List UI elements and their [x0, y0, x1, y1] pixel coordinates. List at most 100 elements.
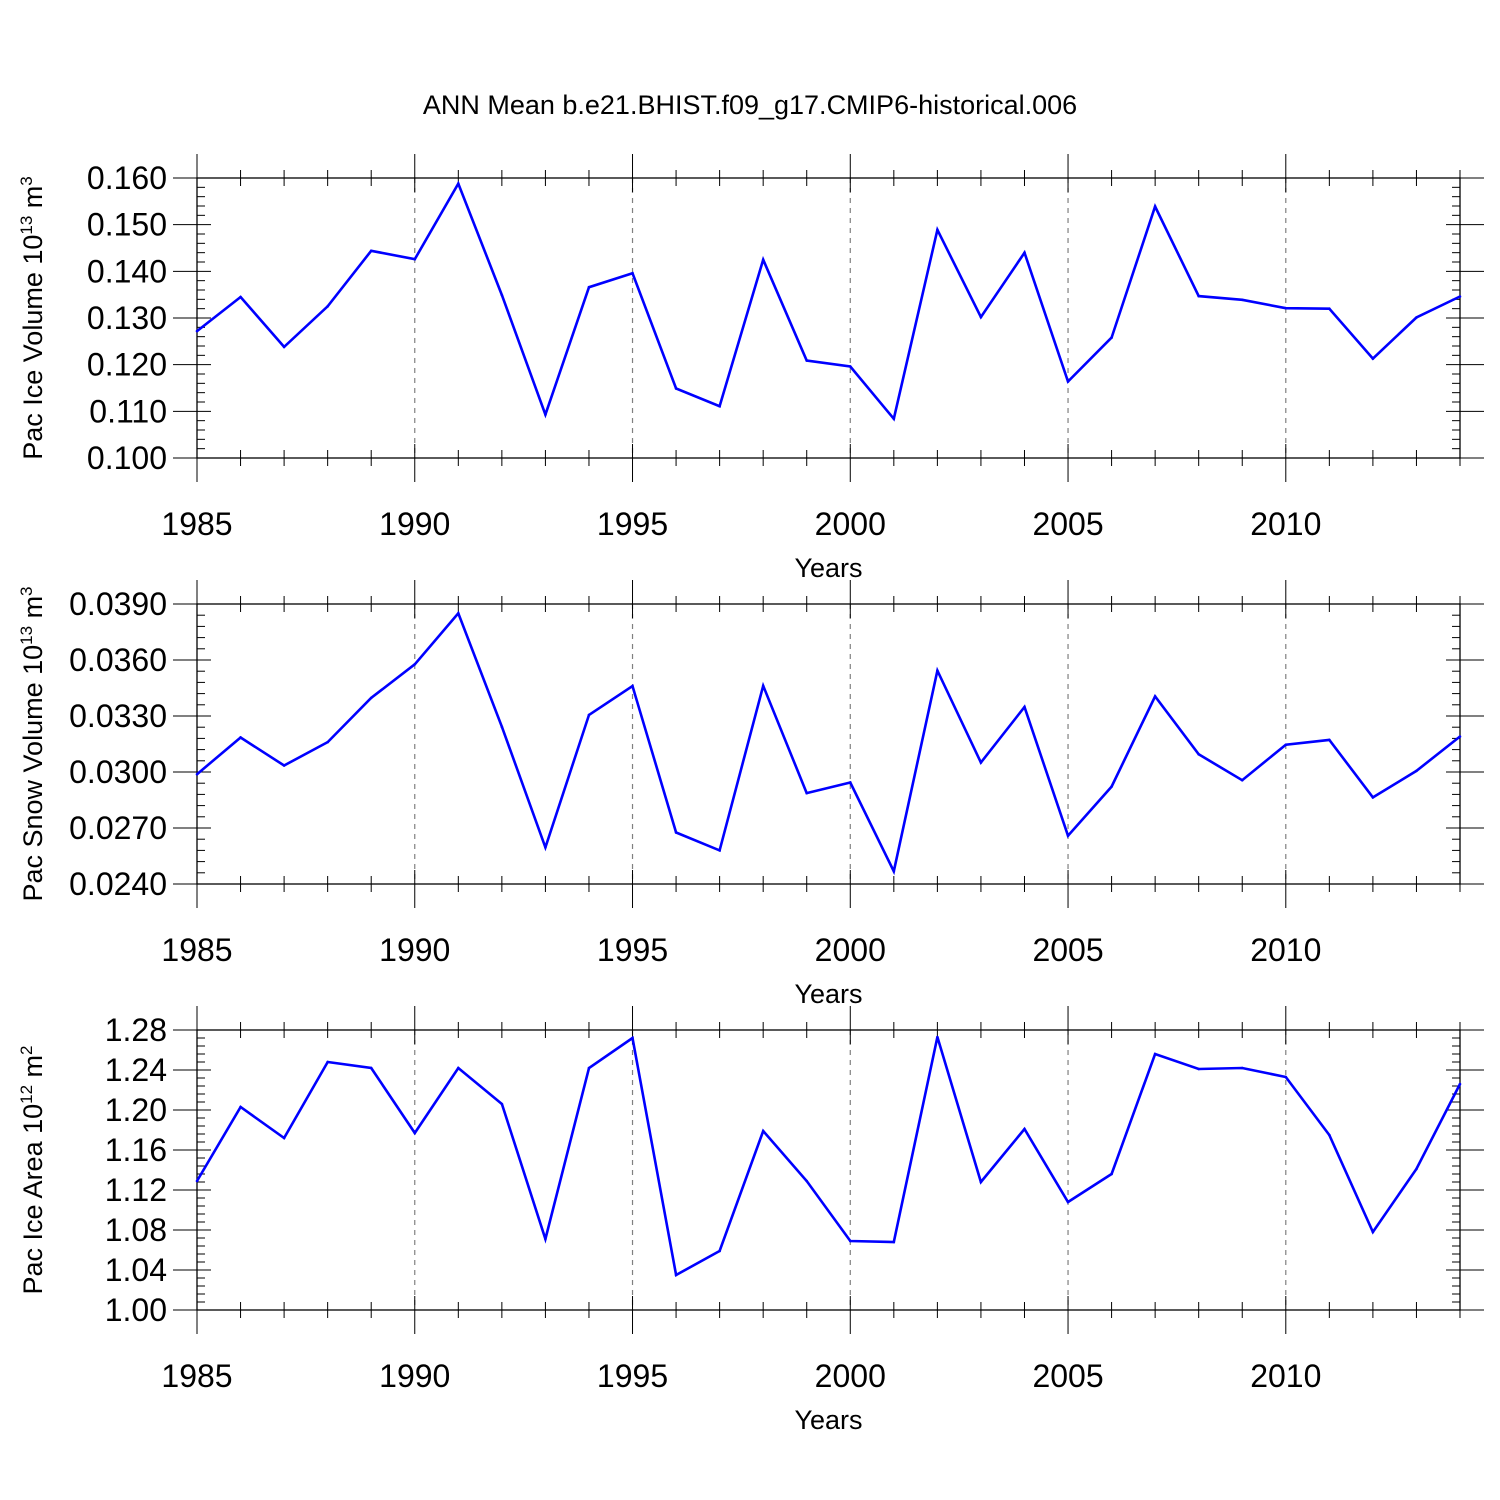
- data-point: [979, 761, 983, 764]
- data-point: [1110, 336, 1113, 339]
- data-point: [631, 271, 634, 275]
- data-point: [631, 684, 634, 688]
- data-point: [674, 1273, 678, 1277]
- figure-title: ANN Mean b.e21.BHIST.f09_g17.CMIP6-histo…: [423, 90, 1077, 120]
- data-point: [544, 846, 547, 849]
- x-tick-label: 2005: [1032, 1358, 1103, 1394]
- data-point: [369, 1066, 373, 1070]
- data-point: [1415, 1167, 1418, 1171]
- data-point: [718, 1249, 721, 1253]
- data-point: [1371, 796, 1375, 799]
- data-point: [1458, 1082, 1462, 1086]
- x-tick-label: 2010: [1250, 1358, 1321, 1394]
- data-point: [1110, 1172, 1113, 1176]
- data-point: [457, 612, 460, 615]
- y-tick-label: 0.120: [87, 347, 167, 383]
- y-tick-label: 0.0390: [69, 586, 167, 622]
- data-point: [761, 684, 765, 688]
- data-point: [369, 249, 373, 253]
- data-point: [1153, 205, 1157, 208]
- data-point: [1023, 705, 1026, 709]
- y-tick-label: 1.24: [105, 1052, 167, 1088]
- data-point: [1284, 743, 1288, 747]
- data-point: [1240, 298, 1244, 302]
- data-point: [239, 295, 242, 299]
- y-tick-label: 0.160: [87, 160, 167, 196]
- data-point: [500, 725, 504, 729]
- data-point: [979, 1180, 983, 1184]
- y-tick-label: 0.130: [87, 300, 167, 336]
- x-tick-label: 1995: [597, 506, 668, 542]
- y-axis-label: Pac Ice Volume 1013 m3: [17, 176, 48, 460]
- data-point: [1066, 1200, 1070, 1204]
- data-point: [282, 1136, 286, 1140]
- data-point: [1458, 295, 1462, 298]
- data-point: [1240, 1066, 1244, 1070]
- data-point: [631, 1036, 634, 1040]
- data-point: [587, 285, 591, 289]
- data-point: [848, 365, 852, 368]
- data-point: [413, 257, 417, 261]
- data-point: [718, 404, 721, 408]
- data-point: [1066, 834, 1070, 837]
- data-point: [936, 669, 939, 672]
- y-tick-label: 0.0360: [69, 642, 167, 678]
- y-tick-label: 0.0330: [69, 698, 167, 734]
- data-point: [892, 870, 896, 873]
- data-point: [544, 413, 547, 416]
- x-tick-label: 1985: [161, 506, 232, 542]
- data-point: [1284, 306, 1288, 310]
- data-point: [718, 849, 721, 852]
- data-point: [848, 1239, 852, 1243]
- x-tick-label: 2000: [815, 932, 886, 968]
- y-tick-label: 0.0300: [69, 754, 167, 790]
- data-point: [1110, 785, 1113, 788]
- data-point: [805, 359, 809, 362]
- data-point: [413, 662, 417, 666]
- data-point: [761, 258, 765, 261]
- data-point: [1415, 769, 1418, 773]
- data-point: [936, 228, 939, 232]
- x-tick-label: 1990: [379, 506, 450, 542]
- data-point: [892, 417, 896, 421]
- y-tick-label: 1.12: [105, 1172, 167, 1208]
- y-tick-label: 0.110: [89, 393, 167, 429]
- x-tick-label: 2000: [815, 506, 886, 542]
- data-point: [457, 182, 460, 185]
- y-axis-label: Pac Ice Area 1012 m2: [17, 1045, 48, 1294]
- y-tick-label: 1.28: [105, 1012, 167, 1048]
- data-point: [1328, 738, 1331, 742]
- y-tick-label: 0.100: [87, 440, 167, 476]
- panel-1: 0.100 0.110 0.120 0.130 0.140 0.150 0.160 1985 1…: [17, 154, 1484, 583]
- x-tick-label: 1995: [597, 1358, 668, 1394]
- x-tick-label: 2010: [1250, 506, 1321, 542]
- series-line: [195, 1035, 1462, 1278]
- data-point: [1371, 357, 1375, 360]
- data-point: [544, 1237, 547, 1241]
- panel-3: 1.00 1.04 1.08 1.12 1.16 1.20 1.24 1.28 1985 1990…: [17, 1006, 1484, 1435]
- data-point: [1023, 1127, 1026, 1131]
- series-line: [196, 180, 1461, 422]
- y-tick-label: 1.20: [105, 1092, 167, 1128]
- data-point: [413, 1131, 417, 1135]
- x-tick-label: 1990: [379, 1358, 450, 1394]
- data-point: [1197, 1067, 1200, 1071]
- data-point: [195, 1179, 199, 1183]
- data-point: [848, 781, 852, 784]
- data-point: [1197, 752, 1200, 756]
- data-point: [1328, 1133, 1331, 1137]
- data-point: [1328, 307, 1331, 310]
- data-point: [1066, 380, 1070, 383]
- series-line: [196, 610, 1461, 876]
- data-point: [761, 1129, 765, 1133]
- data-point: [805, 1179, 809, 1183]
- y-tick-label: 0.0240: [69, 866, 167, 902]
- data-point: [1284, 1075, 1288, 1079]
- data-point: [500, 293, 504, 297]
- data-point: [674, 387, 678, 390]
- x-axis-label: Years: [794, 553, 862, 583]
- data-point: [1458, 735, 1462, 738]
- data-point: [326, 1060, 329, 1064]
- panel-2: 0.0240 0.0270 0.0300 0.0330 0.0360 0.0390 1985…: [17, 580, 1484, 1009]
